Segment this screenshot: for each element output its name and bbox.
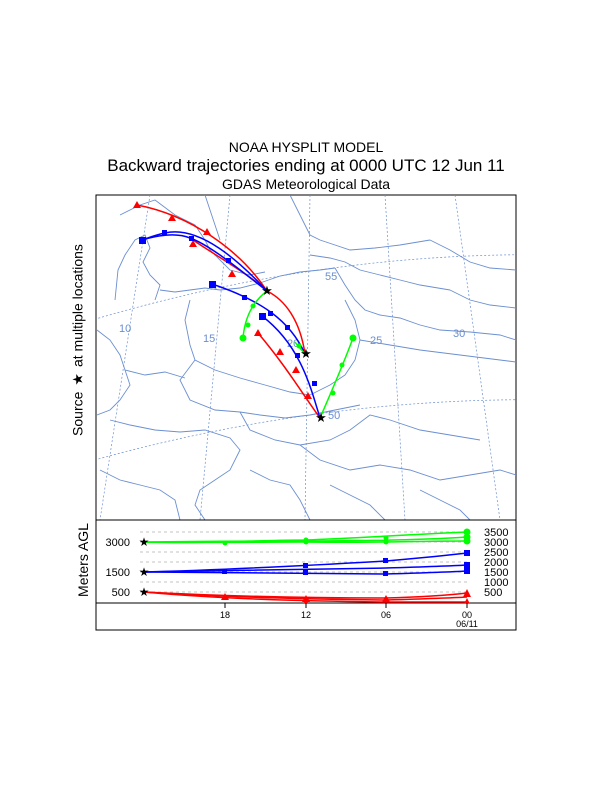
vertical-source-stars: ★ ★ ★ [139,535,150,599]
right-tick-1000: 1000 [484,577,508,589]
left-height-labels: 3000 1500 500 [106,537,130,599]
lon-label-15: 15 [203,333,215,345]
left-tick-1500: 1500 [106,567,130,579]
right-tick-500: 500 [484,587,502,599]
blue-profile-markers [222,550,470,576]
lon-label-30: 30 [453,328,465,340]
lat-label-55: 55 [325,271,337,283]
time-tick-18: 18 [220,610,230,620]
lon-line-10 [99,195,151,520]
source-stars: ★ ★ ★ [261,283,327,425]
time-tick-12: 12 [301,610,311,620]
red-trajectory-mid [266,290,306,355]
lat-label-50: 50 [328,410,340,422]
source-star-north: ★ [261,283,273,298]
right-tick-3500: 3500 [484,527,508,539]
map-area: 10 15 20 25 30 55 50 [97,195,516,520]
source-star-south: ★ [315,410,327,425]
time-tick-labels: 18 12 06 00 06/11 [220,610,478,629]
red-trajectory-north [136,204,268,292]
green-trajectory-south [319,337,354,419]
red-markers [133,201,312,399]
right-height-labels: 3500 3000 2500 2000 1500 1000 500 [484,527,508,599]
right-tick-3000: 3000 [484,537,508,549]
time-tick-06: 06 [381,610,391,620]
left-tick-500: 500 [112,587,130,599]
trajectory-title: Backward trajectories ending at 0000 UTC… [107,156,505,175]
blue-markers [139,230,317,386]
blue-trajectory-south [261,315,321,419]
right-tick-1500: 1500 [484,567,508,579]
lon-label-25: 25 [370,335,382,347]
blue-height-profiles [143,552,468,575]
green-markers [239,303,357,396]
green-trajectory-north [242,290,268,339]
time-tick-00: 00 [462,610,472,620]
source-star-middle: ★ [300,346,312,361]
left-tick-3000: 3000 [106,537,130,549]
right-tick-2500: 2500 [484,547,508,559]
blue-trajectory-north-2 [141,231,268,292]
red-trajectory-south [257,332,321,419]
green-profile-markers [222,528,471,546]
map-frame [95,194,517,521]
model-title: NOAA HYSPLIT MODEL [228,139,384,155]
red-profile-markers [221,589,471,603]
date-label: 06/11 [456,619,478,629]
svg-text:★: ★ [139,535,150,549]
red-height-profiles [143,591,468,603]
met-data-title: GDAS Meteorological Data [221,176,391,192]
lon-label-10: 10 [119,323,131,335]
time-ticks [224,603,468,608]
graticule-labels: 10 15 20 25 30 55 50 [119,271,465,422]
svg-text:★: ★ [139,585,150,599]
svg-text:★: ★ [139,565,150,579]
lon-label-20: 20 [287,338,299,350]
right-tick-2000: 2000 [484,557,508,569]
